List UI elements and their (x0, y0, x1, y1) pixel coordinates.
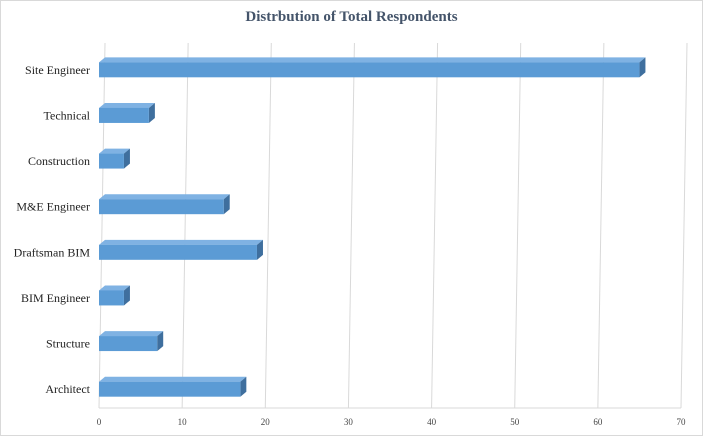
category-label: Structure (46, 337, 90, 351)
bar-front-face (99, 381, 241, 397)
bar-side-face (256, 239, 263, 260)
bar-front-face (99, 336, 158, 352)
category-label: BIM Engineer (21, 291, 90, 305)
bar-side-face (148, 102, 155, 123)
bar-construction (99, 148, 130, 169)
gridline-50 (514, 42, 522, 409)
bar-front-face (99, 107, 149, 123)
bar-side-face (123, 148, 130, 169)
x-tick-label-70: 70 (677, 417, 687, 427)
bar-technical (99, 102, 155, 123)
bar-front-face (99, 153, 124, 169)
bar-top-face (99, 102, 155, 108)
bar-side-face (123, 285, 130, 306)
gridline-70 (680, 42, 688, 409)
category-label: Draftsman BIM (14, 245, 91, 259)
bar-top-face (99, 148, 130, 154)
x-tick-label-30: 30 (344, 417, 354, 427)
bar-architect (99, 376, 247, 397)
bar-front-face (99, 199, 224, 215)
bar-bim-engineer (99, 285, 130, 306)
bar-front-face (99, 244, 257, 260)
gridline-10 (181, 42, 189, 409)
x-tick-label-40: 40 (427, 417, 437, 427)
category-label: Construction (28, 154, 90, 168)
category-label: Technical (44, 108, 91, 122)
bar-structure (99, 331, 164, 352)
gridline-40 (431, 42, 439, 409)
bar-top-face (99, 331, 164, 337)
bar-side-face (639, 57, 646, 78)
bar-top-face (99, 239, 263, 245)
gridline-20 (264, 42, 272, 409)
bar-front-face (99, 290, 124, 306)
bar-top-face (99, 285, 130, 291)
bar-side-face (157, 331, 164, 352)
bar-side-face (240, 376, 247, 397)
gridline-60 (597, 42, 605, 409)
bar-front-face (99, 62, 640, 78)
bar-m-e-engineer (99, 194, 230, 215)
bar-site-engineer (99, 57, 646, 78)
category-label: Architect (45, 382, 90, 396)
chart-title: Distrbution of Total Respondents (245, 9, 458, 25)
x-tick-label-60: 60 (593, 417, 603, 427)
category-label: M&E Engineer (16, 200, 90, 214)
x-tick-label-10: 10 (178, 417, 188, 427)
x-tick-label-20: 20 (261, 417, 271, 427)
bar-draftsman-bim (99, 239, 263, 260)
gridline-30 (347, 42, 355, 409)
bar-top-face (99, 194, 230, 200)
bar-top-face (99, 376, 247, 382)
x-tick-label-0: 0 (97, 417, 102, 427)
x-tick-label-50: 50 (510, 417, 520, 427)
gridline-0 (98, 42, 106, 409)
bar-side-face (223, 194, 230, 215)
bar-top-face (99, 57, 646, 63)
category-label: Site Engineer (25, 63, 90, 77)
